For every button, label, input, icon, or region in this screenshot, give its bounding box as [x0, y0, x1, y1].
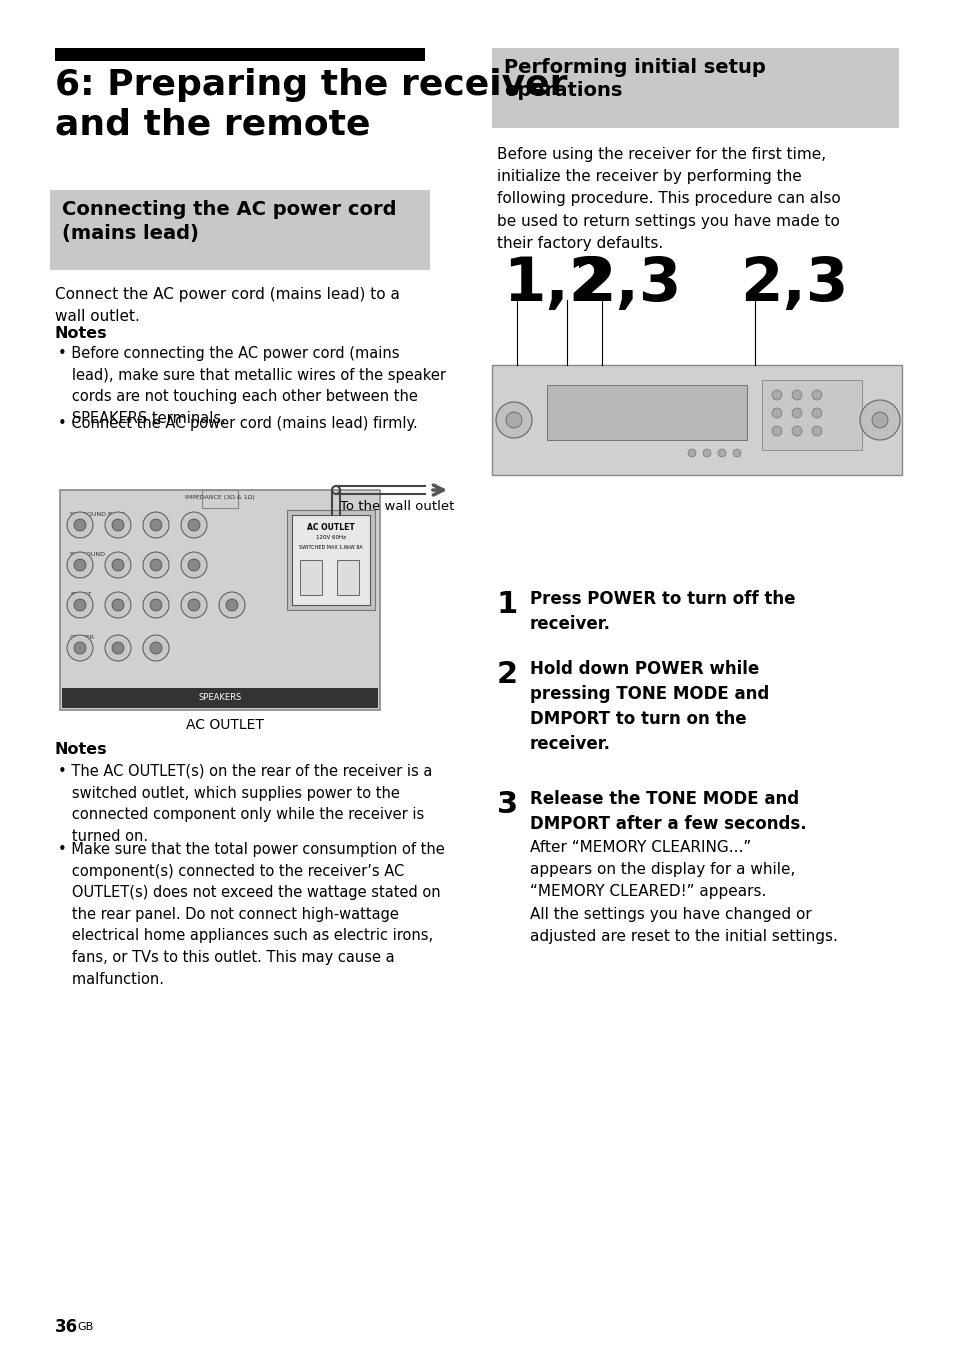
Text: Connecting the AC power cord
(mains lead): Connecting the AC power cord (mains lead… [62, 200, 396, 242]
Circle shape [74, 558, 86, 571]
Circle shape [702, 449, 710, 457]
Circle shape [791, 426, 801, 435]
Text: AC OUTLET: AC OUTLET [307, 523, 355, 531]
Circle shape [67, 512, 92, 538]
Bar [292, 515, 370, 604]
Text: SPEAKERS: SPEAKERS [198, 694, 241, 703]
Circle shape [143, 592, 169, 618]
Text: 2,3: 2,3 [573, 256, 680, 314]
Bar [62, 688, 377, 708]
Circle shape [181, 552, 207, 579]
Text: 2: 2 [497, 660, 517, 690]
Circle shape [150, 642, 162, 654]
Text: Press POWER to turn off the
receiver.: Press POWER to turn off the receiver. [530, 589, 795, 633]
Text: • Before connecting the AC power cord (mains
   lead), make sure that metallic w: • Before connecting the AC power cord (m… [58, 346, 446, 426]
Circle shape [105, 592, 131, 618]
Circle shape [181, 512, 207, 538]
Text: Notes: Notes [55, 742, 108, 757]
Text: SWITCHED MAX 1.6kW 8A: SWITCHED MAX 1.6kW 8A [299, 545, 362, 550]
Circle shape [105, 635, 131, 661]
Text: • Make sure that the total power consumption of the
   component(s) connected to: • Make sure that the total power consump… [58, 842, 444, 987]
Text: SURROUND BACK: SURROUND BACK [70, 512, 125, 516]
Text: 1: 1 [497, 589, 517, 619]
Bar [60, 489, 379, 710]
Circle shape [143, 635, 169, 661]
Circle shape [811, 389, 821, 400]
Circle shape [188, 599, 200, 611]
Bar [336, 560, 358, 595]
Circle shape [112, 558, 124, 571]
Bar [299, 560, 322, 595]
Bar [492, 365, 901, 475]
Bar [546, 385, 746, 439]
Text: IMPEDANCE (3Ω & 1Ω): IMPEDANCE (3Ω & 1Ω) [185, 495, 254, 500]
Circle shape [105, 512, 131, 538]
Circle shape [112, 642, 124, 654]
Circle shape [112, 519, 124, 531]
Text: Connect the AC power cord (mains lead) to a
wall outlet.: Connect the AC power cord (mains lead) t… [55, 287, 399, 324]
Text: To the wall outlet: To the wall outlet [339, 500, 454, 512]
Text: Before using the receiver for the first time,
initialize the receiver by perform: Before using the receiver for the first … [497, 147, 840, 251]
Text: • The AC OUTLET(s) on the rear of the receiver is a
   switched outlet, which su: • The AC OUTLET(s) on the rear of the re… [58, 764, 432, 844]
Text: Performing initial setup
operations: Performing initial setup operations [503, 58, 765, 100]
Circle shape [74, 599, 86, 611]
Text: 1,2: 1,2 [502, 256, 611, 314]
Circle shape [496, 402, 532, 438]
Circle shape [105, 552, 131, 579]
Circle shape [67, 552, 92, 579]
Circle shape [791, 389, 801, 400]
Circle shape [188, 558, 200, 571]
Circle shape [718, 449, 725, 457]
Circle shape [791, 408, 801, 418]
Circle shape [112, 599, 124, 611]
Circle shape [188, 519, 200, 531]
Circle shape [219, 592, 245, 618]
Circle shape [811, 426, 821, 435]
Text: Hold down POWER while
pressing TONE MODE and
DMPORT to turn on the
receiver.: Hold down POWER while pressing TONE MODE… [530, 660, 768, 753]
Text: 120V 60Hz: 120V 60Hz [315, 535, 346, 539]
Circle shape [150, 558, 162, 571]
Circle shape [67, 592, 92, 618]
Circle shape [150, 519, 162, 531]
Bar [761, 380, 862, 450]
Circle shape [871, 412, 887, 429]
Circle shape [150, 599, 162, 611]
Text: 3: 3 [497, 790, 517, 819]
Text: 6: Preparing the receiver
and the remote: 6: Preparing the receiver and the remote [55, 68, 567, 142]
Circle shape [143, 512, 169, 538]
Circle shape [74, 519, 86, 531]
Circle shape [732, 449, 740, 457]
Text: FRONT: FRONT [70, 592, 91, 598]
Bar [50, 191, 430, 270]
Text: After “MEMORY CLEARING...”
appears on the display for a while,
“MEMORY CLEARED!”: After “MEMORY CLEARING...” appears on th… [530, 840, 837, 944]
Text: SURROUND: SURROUND [70, 552, 106, 557]
Circle shape [181, 592, 207, 618]
Text: Release the TONE MODE and
DMPORT after a few seconds.: Release the TONE MODE and DMPORT after a… [530, 790, 806, 833]
Text: CENTER: CENTER [70, 635, 95, 639]
Text: GB: GB [77, 1322, 93, 1332]
Bar [202, 489, 237, 508]
Text: AC OUTLET: AC OUTLET [186, 718, 264, 731]
Text: 36: 36 [55, 1318, 78, 1336]
Circle shape [771, 426, 781, 435]
Circle shape [771, 408, 781, 418]
Circle shape [811, 408, 821, 418]
Circle shape [67, 635, 92, 661]
Text: Notes: Notes [55, 326, 108, 341]
Circle shape [859, 400, 899, 439]
Circle shape [74, 642, 86, 654]
Circle shape [505, 412, 521, 429]
Circle shape [771, 389, 781, 400]
Bar [55, 49, 424, 61]
Circle shape [143, 552, 169, 579]
Text: 2,3: 2,3 [740, 256, 847, 314]
Circle shape [687, 449, 696, 457]
Circle shape [226, 599, 237, 611]
Text: • Connect the AC power cord (mains lead) firmly.: • Connect the AC power cord (mains lead)… [58, 416, 417, 431]
Bar [287, 510, 375, 610]
Bar [492, 49, 898, 128]
